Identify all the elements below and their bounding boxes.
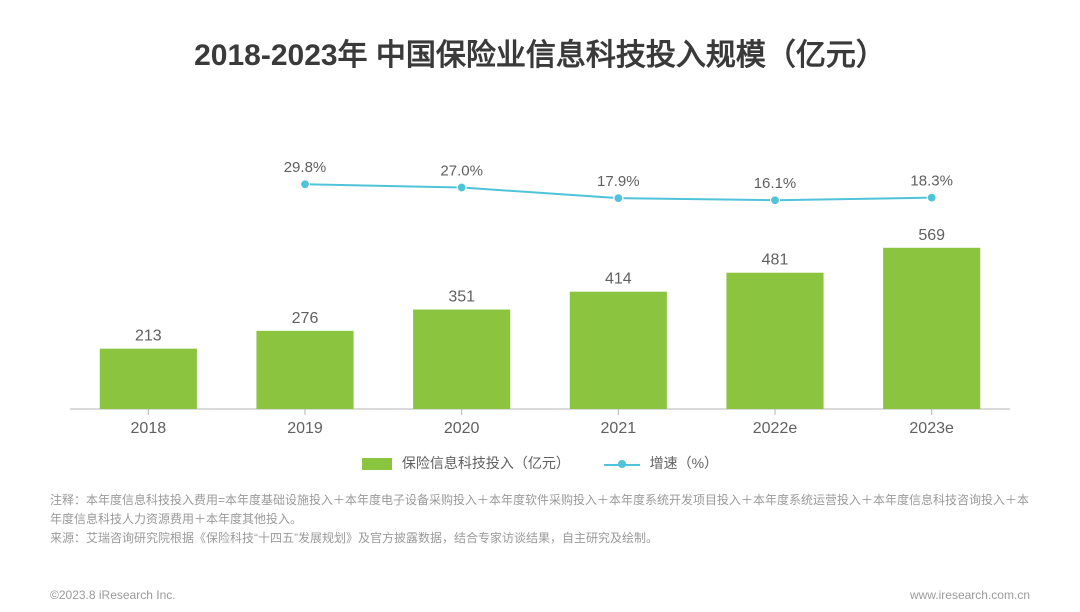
footer-left: ©2023.8 iResearch Inc. <box>50 588 176 602</box>
legend-swatch-bar <box>362 458 392 470</box>
chart-area: 213 2018 276 2019 351 2020 414 2021 481 2022e 569 2… <box>50 109 1030 449</box>
bar <box>726 273 823 409</box>
notes: 注释：本年度信息科技投入费用=本年度基础设施投入＋本年度电子设备采购投入＋本年度… <box>50 491 1030 549</box>
category-label: 2021 <box>601 420 637 437</box>
category-label: 2022e <box>753 420 798 437</box>
line-marker <box>927 193 936 202</box>
legend: 保险信息科技投入（亿元） 增速（%） <box>50 453 1030 473</box>
bar <box>256 331 353 409</box>
bar-value-label: 414 <box>605 271 632 288</box>
chart-title: 2018-2023年 中国保险业信息科技投入规模（亿元） <box>50 30 1030 74</box>
legend-bar-label: 保险信息科技投入（亿元） <box>402 455 570 471</box>
legend-line-label: 增速（%） <box>650 455 718 471</box>
bar <box>883 248 980 409</box>
page-root: 2018-2023年 中国保险业信息科技投入规模（亿元） 21320182762… <box>0 0 1080 612</box>
line-marker <box>614 194 623 203</box>
category-label: 2018 <box>131 420 167 437</box>
line-value-label: 16.1% <box>754 175 797 192</box>
note-line-2: 来源：艾瑞咨询研究院根据《保险科技“十四五”发展规划》及官方披露数据，结合专家访… <box>50 529 1030 548</box>
legend-swatch-line <box>604 458 640 470</box>
line-value-label: 18.3% <box>910 173 953 190</box>
category-label: 2019 <box>287 420 323 437</box>
bar-value-label: 481 <box>762 252 789 269</box>
bar <box>570 292 667 409</box>
bar-value-label: 569 <box>918 227 945 244</box>
bar <box>100 349 197 409</box>
bar-value-label: 351 <box>448 289 475 306</box>
note-line-1: 注释：本年度信息科技投入费用=本年度基础设施投入＋本年度电子设备采购投入＋本年度… <box>50 491 1030 529</box>
footer: ©2023.8 iResearch Inc. www.iresearch.com… <box>0 588 1080 602</box>
line-value-label: 29.8% <box>284 159 327 176</box>
category-label: 2020 <box>444 420 480 437</box>
combo-chart: 213 2018 276 2019 351 2020 414 2021 481 2022e 569 2… <box>50 109 1030 449</box>
bar-value-label: 213 <box>135 328 162 345</box>
line-value-label: 27.0% <box>440 163 483 180</box>
line-value-label: 17.9% <box>597 173 640 190</box>
category-label: 2023e <box>909 420 954 437</box>
line-marker <box>457 183 466 192</box>
bar <box>413 310 510 409</box>
footer-right: www.iresearch.com.cn <box>910 588 1030 602</box>
bar-value-label: 276 <box>292 310 319 327</box>
line-marker <box>301 180 310 189</box>
line-marker <box>771 196 780 205</box>
